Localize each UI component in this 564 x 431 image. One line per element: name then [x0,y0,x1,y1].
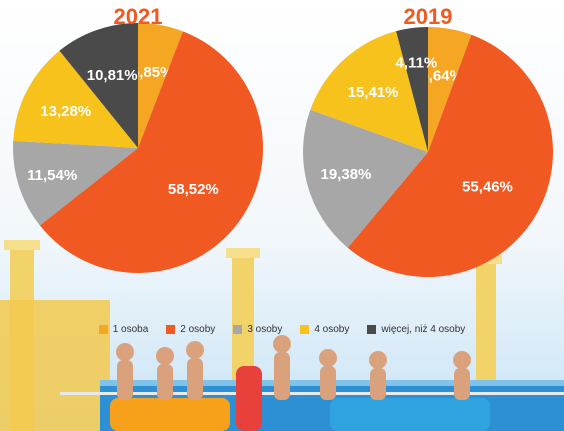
slice-data-label: 58,52% [168,181,219,198]
legend-swatch [98,324,108,334]
pie-slice-wi-cej-ni-4-osoby [59,23,138,148]
legend-item-4-osoby: 4 osoby [300,324,349,335]
pie-slice-4-osoby [310,31,428,152]
slice-data-label: 15,41% [348,84,399,101]
legend-label: 1 osoba [112,323,149,335]
legend-item-1-osoba: 1 osoba [98,323,149,335]
legend-item-3-osoby: 3 osoby [233,324,282,335]
pie-slice-wi-cej-ni-4-osoby [396,27,428,152]
legend-label: 2 osoby [180,323,216,335]
legend-item-2-osoby: 2 osoby [166,324,215,335]
slice-data-label: 5,85% [131,64,174,81]
legend-label: 3 osoby [247,323,283,335]
pie-chart-2021: 5,85% 58,52% 11,54% 13,28% 10,81% [12,23,264,273]
slice-data-label: 4,11% [396,55,438,72]
legend: 1 osoba 2 osoby 3 osoby 4 osoby więcej, … [0,318,564,340]
slice-data-label: 13,28% [40,103,91,120]
pie-slice-1-osoba [138,23,183,148]
slice-data-label: 11,54% [27,167,77,184]
legend-swatch [166,324,176,334]
pie-charts: 5,85% 58,52% 11,54% 13,28% 10,81% 5,64% 55,46… [12,23,553,277]
chart-title-2019: 2019 [403,4,453,29]
slice-data-label: 10,81% [87,67,138,84]
slice-data-label: 5,64% [420,68,463,85]
pie-slice-3-osoby [302,109,428,248]
legend-label: więcej, niż 4 osoby [381,323,466,335]
legend-item-wiecej-niz-4-osoby: więcej, niż 4 osoby [367,324,465,335]
legend-label: 4 osoby [314,323,350,335]
slice-data-label: 55,46% [462,179,513,196]
chart-title-2021: 2021 [113,4,163,29]
pie-slice-2-osoby [39,31,264,273]
legend-swatch [233,324,243,334]
legend-swatch [367,324,377,334]
pie-slice-4-osoby [13,50,138,148]
pie-slice-3-osoby [12,140,138,226]
pie-slice-1-osoba [428,27,472,152]
slice-data-label: 19,38% [321,166,372,183]
legend-swatch [300,324,310,334]
pie-chart-2019: 5,64% 55,46% 19,38% 15,41% 4,11% [302,27,553,277]
pie-slice-2-osoby [347,34,553,277]
